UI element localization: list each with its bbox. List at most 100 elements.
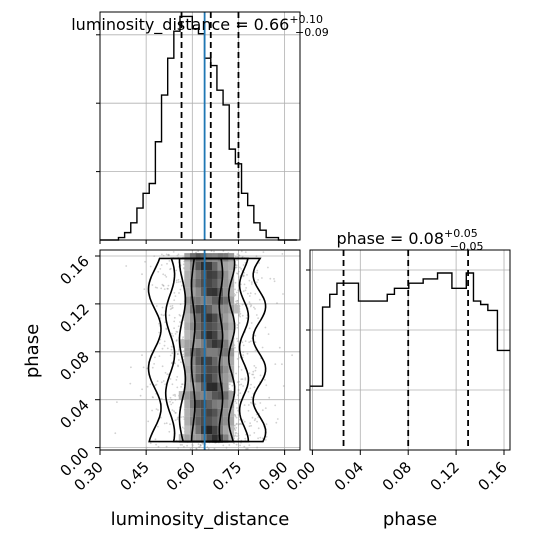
density-cell bbox=[200, 261, 207, 271]
density-cell bbox=[206, 330, 213, 340]
sample-point bbox=[236, 324, 239, 326]
sample-point bbox=[157, 270, 160, 273]
density-cell bbox=[212, 322, 218, 331]
density-cell bbox=[195, 330, 201, 340]
sample-point bbox=[235, 302, 238, 305]
sample-point bbox=[255, 366, 257, 369]
density-cell bbox=[223, 261, 229, 271]
sample-point bbox=[257, 317, 259, 320]
density-cell bbox=[223, 278, 229, 288]
density-cell bbox=[200, 425, 207, 435]
sample-point bbox=[198, 446, 201, 449]
sample-point bbox=[246, 447, 249, 450]
sample-point bbox=[234, 415, 237, 418]
density-cell bbox=[184, 434, 190, 443]
sample-point bbox=[250, 322, 253, 324]
y-tick-label: 0.12 bbox=[56, 300, 92, 336]
y-tick-label: 0.04 bbox=[56, 396, 92, 432]
x-tick-label: 0.04 bbox=[331, 458, 367, 494]
sample-point bbox=[254, 334, 257, 337]
density-cell bbox=[189, 434, 196, 443]
sample-point bbox=[231, 384, 234, 387]
density-cell bbox=[189, 365, 196, 374]
sample-point bbox=[155, 408, 158, 410]
sample-point bbox=[182, 350, 185, 352]
density-cell bbox=[184, 425, 190, 435]
density-cell bbox=[200, 373, 207, 383]
density-cell bbox=[212, 330, 218, 340]
sample-point bbox=[169, 400, 172, 403]
sample-point bbox=[237, 438, 240, 441]
sample-point bbox=[222, 444, 225, 447]
density-cell bbox=[189, 399, 196, 409]
sample-point bbox=[281, 363, 283, 366]
sample-point bbox=[261, 409, 264, 412]
sample-point bbox=[234, 281, 237, 284]
sample-point bbox=[179, 303, 182, 306]
sample-point bbox=[235, 416, 238, 419]
title-phase: phase = 0.08+0.05 −0.05 bbox=[337, 227, 484, 253]
sample-point bbox=[237, 414, 240, 416]
sample-point bbox=[158, 342, 161, 345]
sample-point bbox=[174, 399, 177, 401]
density-cell bbox=[212, 304, 218, 314]
sample-point bbox=[161, 306, 164, 309]
sample-point bbox=[166, 262, 168, 265]
density-cell bbox=[223, 416, 229, 426]
sample-point bbox=[158, 322, 160, 325]
density-cell bbox=[200, 434, 207, 443]
sample-point bbox=[250, 401, 252, 404]
sample-point bbox=[143, 288, 146, 290]
sample-point bbox=[213, 250, 215, 253]
sample-point bbox=[244, 251, 247, 254]
sample-point bbox=[141, 388, 144, 391]
x-tick-label: 0.60 bbox=[163, 458, 199, 494]
sample-point bbox=[254, 403, 257, 406]
density-cell bbox=[206, 304, 213, 314]
density-cell bbox=[228, 296, 235, 305]
sample-point bbox=[239, 422, 242, 425]
sample-point bbox=[265, 435, 268, 438]
density-cell bbox=[200, 313, 207, 323]
density-cell bbox=[212, 391, 218, 400]
density-cell bbox=[184, 278, 190, 288]
sample-point bbox=[167, 254, 170, 257]
sample-point bbox=[254, 349, 257, 352]
sample-point bbox=[234, 346, 236, 349]
sample-point bbox=[245, 287, 248, 289]
sample-point bbox=[168, 430, 171, 433]
sample-point bbox=[238, 322, 241, 324]
sample-point bbox=[152, 396, 155, 399]
density-cell bbox=[223, 373, 229, 383]
sample-point bbox=[248, 372, 251, 375]
density-cell bbox=[184, 347, 190, 357]
sample-point bbox=[160, 381, 163, 384]
density-cell bbox=[189, 304, 196, 314]
density-cell bbox=[212, 356, 218, 366]
density-cell bbox=[217, 425, 224, 435]
sample-point bbox=[222, 250, 225, 252]
sample-point bbox=[242, 344, 245, 347]
sample-point bbox=[162, 273, 165, 276]
density-cell bbox=[184, 373, 190, 383]
sample-point bbox=[201, 442, 204, 445]
sample-point bbox=[250, 424, 253, 427]
density-cell bbox=[228, 434, 235, 443]
density-cell bbox=[223, 287, 229, 297]
sample-point bbox=[234, 434, 237, 437]
sample-point bbox=[291, 354, 293, 357]
sample-point bbox=[233, 435, 236, 438]
sample-point bbox=[250, 283, 253, 285]
sample-point bbox=[177, 325, 180, 328]
sample-point bbox=[165, 253, 168, 256]
density-cell bbox=[206, 408, 213, 417]
sample-point bbox=[241, 378, 244, 380]
sample-point bbox=[176, 376, 179, 378]
sample-point bbox=[256, 271, 258, 274]
title-luminosity-distance: luminosity_distance = 0.66+0.10 −0.09 bbox=[71, 13, 329, 39]
sample-point bbox=[246, 274, 248, 276]
sample-point bbox=[240, 268, 243, 270]
sample-point bbox=[173, 299, 176, 302]
sample-point bbox=[146, 385, 149, 388]
density-cell bbox=[195, 408, 201, 417]
